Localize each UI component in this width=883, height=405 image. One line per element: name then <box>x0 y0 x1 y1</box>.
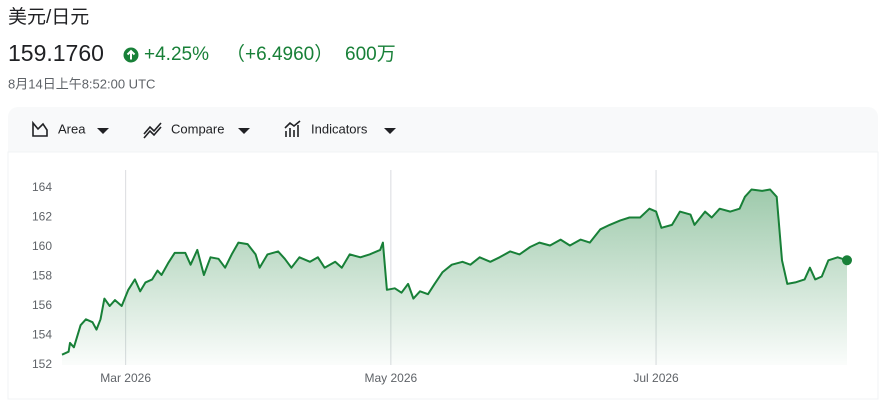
volume: 600万 <box>345 44 396 65</box>
y-tick-label: 160 <box>32 239 52 253</box>
up-arrow <box>126 49 136 60</box>
area-icon <box>32 120 48 137</box>
y-tick-label: 154 <box>32 328 52 342</box>
x-tick-label: May 2026 <box>364 371 417 385</box>
compare-icon <box>143 122 162 139</box>
y-tick-label: 158 <box>32 269 52 283</box>
price: 159.1760 <box>8 40 104 66</box>
change-amount: （+6.4960） <box>226 43 333 65</box>
y-tick-label: 164 <box>32 180 52 194</box>
area-fill <box>62 189 847 365</box>
indicators-label: Indicators <box>311 121 368 136</box>
dropdown-caret <box>97 128 109 134</box>
change-percent: +4.25% <box>144 44 209 65</box>
pair-title: 美元/日元 <box>8 6 89 28</box>
y-tick-label: 152 <box>32 357 52 371</box>
last-point <box>842 255 852 266</box>
dropdown-caret <box>238 128 250 134</box>
indicators-button[interactable]: Indicators <box>284 120 396 137</box>
y-tick-label: 162 <box>32 210 52 224</box>
price-line <box>61 188 848 356</box>
compare-label: Compare <box>171 121 224 136</box>
x-tick-label: Mar 2026 <box>100 371 151 385</box>
timestamp: 8月14日上午8:52:00 UTC <box>8 76 155 91</box>
indicators-icon <box>284 120 301 137</box>
compare-button[interactable]: Compare <box>143 121 250 139</box>
area-button[interactable]: Area <box>32 120 109 137</box>
area-label: Area <box>58 121 86 136</box>
y-tick-label: 156 <box>32 298 52 312</box>
x-tick-label: Jul 2026 <box>633 371 679 385</box>
dropdown-caret <box>384 128 396 134</box>
